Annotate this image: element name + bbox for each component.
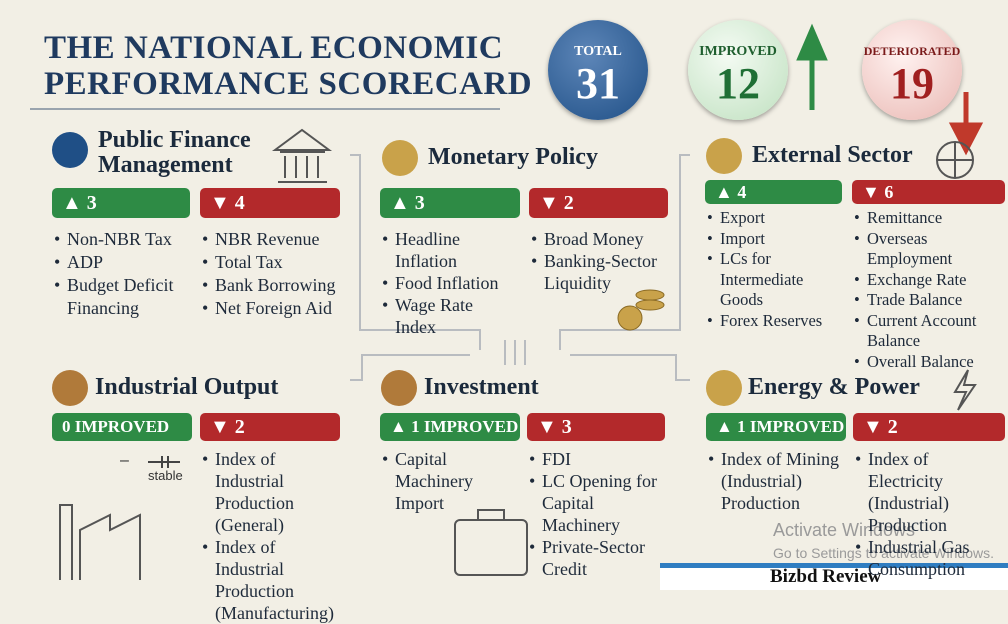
improved-item: ADP xyxy=(54,251,188,274)
improved-badge: ▲ 3 xyxy=(380,188,520,218)
brand: Bizbd Review xyxy=(770,566,882,587)
improved-badge: ▲ 4 xyxy=(705,180,842,204)
improved-badge: ▲ 1 IMPROVED xyxy=(380,413,520,441)
section-title: Industrial Output xyxy=(95,374,279,400)
improved-item: Forex Reserves xyxy=(707,311,840,332)
improved-badge: ▲ 3 xyxy=(52,188,190,218)
deteriorated-item: Net Foreign Aid xyxy=(202,297,340,320)
deteriorated-list: FDILC Opening for Capital MachineryPriva… xyxy=(529,448,665,580)
section-icon xyxy=(381,370,417,406)
deteriorated-item: Industrial Gas Consumption xyxy=(855,536,1005,580)
improved-badge: ▲ 1 IMPROVED xyxy=(706,413,846,441)
improved-item: Budget Deficit Financing xyxy=(54,274,188,320)
deteriorated-item: LC Opening for Capital Machinery xyxy=(529,470,665,536)
deteriorated-item: Current Account Balance xyxy=(854,311,1005,352)
total-value: 12 xyxy=(716,59,760,108)
deteriorated-item: Bank Borrowing xyxy=(202,274,340,297)
total-label: DETERIORATED xyxy=(863,44,961,58)
note: stable xyxy=(148,468,183,483)
deteriorated-list: NBR RevenueTotal TaxBank BorrowingNet Fo… xyxy=(202,228,340,320)
section-title: Public Finance Management xyxy=(98,127,251,178)
improved-item: Food Inflation xyxy=(382,272,518,294)
deteriorated-list: Index of Industrial Production (General)… xyxy=(202,448,340,624)
deteriorated-item: Trade Balance xyxy=(854,290,1005,311)
deteriorated-item: Banking-Sector Liquidity xyxy=(531,250,668,294)
note: – xyxy=(120,452,129,469)
deteriorated-list: RemittanceOverseas EmploymentExchange Ra… xyxy=(854,208,1005,372)
deteriorated-list: Index of Electricity (Industrial) Produc… xyxy=(855,448,1005,580)
improved-item: Wage Rate Index xyxy=(382,294,518,338)
total-label: IMPROVED xyxy=(699,44,777,59)
main-title: THE NATIONAL ECONOMIC PERFORMANCE SCOREC… xyxy=(44,30,532,102)
deteriorated-badge: ▼ 6 xyxy=(852,180,1005,204)
deteriorated-item: Overall Balance xyxy=(854,352,1005,373)
improved-item: Index of Mining (Industrial) Production xyxy=(708,448,844,514)
improved-item: Headline Inflation xyxy=(382,228,518,272)
deteriorated-badge: ▼ 2 xyxy=(529,188,668,218)
section-title: Monetary Policy xyxy=(428,144,598,170)
deteriorated-item: NBR Revenue xyxy=(202,228,340,251)
deteriorated-badge: ▼ 3 xyxy=(527,413,665,441)
improved-item: Export xyxy=(707,208,840,229)
improved-list: Headline InflationFood InflationWage Rat… xyxy=(382,228,518,338)
improved-list: Index of Mining (Industrial) Production xyxy=(708,448,844,514)
deteriorated-badge: ▼ 2 xyxy=(853,413,1005,441)
total-circle: DETERIORATED 19 xyxy=(862,20,962,120)
title-line: PERFORMANCE SCORECARD xyxy=(44,66,533,102)
improved-item: Import xyxy=(707,229,840,250)
deteriorated-item: Total Tax xyxy=(202,251,340,274)
section-icon xyxy=(382,140,418,176)
section-icon xyxy=(52,370,88,406)
total-value: 31 xyxy=(576,59,620,108)
deteriorated-item: Exchange Rate xyxy=(854,270,1005,291)
improved-item: Capital Machinery Import xyxy=(382,448,518,514)
deteriorated-badge: ▼ 2 xyxy=(200,413,340,441)
improved-badge: 0 IMPROVED xyxy=(52,413,192,441)
section-icon xyxy=(52,132,88,168)
section-title: Investment xyxy=(424,374,539,400)
total-label: TOTAL xyxy=(574,44,622,59)
section-icon xyxy=(706,370,742,406)
improved-list: Capital Machinery Import xyxy=(382,448,518,514)
improved-list: ExportImportLCs for Intermediate GoodsFo… xyxy=(707,208,840,331)
section-icon xyxy=(706,138,742,174)
deteriorated-item: Overseas Employment xyxy=(854,229,1005,270)
deteriorated-item: Remittance xyxy=(854,208,1005,229)
deteriorated-item: Index of Electricity (Industrial) Produc… xyxy=(855,448,1005,536)
total-circle: IMPROVED 12 xyxy=(688,20,788,120)
scorecard-page: {"header": {"title_lines": ["THE NATIONA… xyxy=(0,0,1008,590)
section-title: Energy & Power xyxy=(748,374,920,400)
deteriorated-item: Index of Industrial Production (Manufact… xyxy=(202,536,340,624)
title-line: THE NATIONAL ECONOMIC xyxy=(44,30,504,66)
improved-item: LCs for Intermediate Goods xyxy=(707,249,840,311)
deteriorated-item: Private-Sector Credit xyxy=(529,536,665,580)
improved-list: Non-NBR TaxADPBudget Deficit Financing xyxy=(54,228,188,320)
deteriorated-list: Broad MoneyBanking-Sector Liquidity xyxy=(531,228,668,294)
improved-item: Non-NBR Tax xyxy=(54,228,188,251)
section-title: External Sector xyxy=(752,142,913,168)
deteriorated-item: Broad Money xyxy=(531,228,668,250)
deteriorated-item: Index of Industrial Production (General) xyxy=(202,448,340,536)
title-rule xyxy=(30,108,500,110)
total-circle: TOTAL 31 xyxy=(548,20,648,120)
deteriorated-item: FDI xyxy=(529,448,665,470)
total-value: 19 xyxy=(890,59,934,108)
deteriorated-badge: ▼ 4 xyxy=(200,188,340,218)
